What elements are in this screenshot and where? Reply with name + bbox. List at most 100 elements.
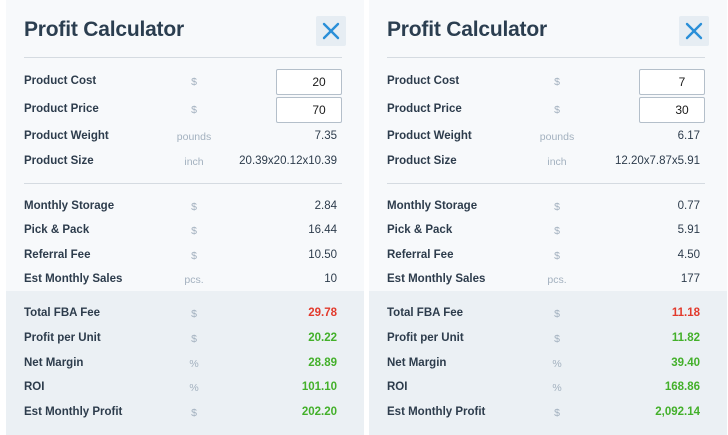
row-value: 2,092.14 <box>655 406 700 418</box>
roi-row: ROI % 101.10 <box>6 376 364 400</box>
row-unit: $ <box>191 225 197 237</box>
monthly-storage-row: Monthly Storage $ 2.84 <box>6 195 364 219</box>
row-unit: $ <box>191 201 197 213</box>
row-unit: $ <box>191 104 197 116</box>
roi-row: ROI % 168.86 <box>369 376 727 400</box>
row-value: 29.78 <box>308 307 337 319</box>
referral-fee-row: Referral Fee $ 10.50 <box>6 244 364 268</box>
row-label: Monthly Storage <box>387 200 478 212</box>
product-price-row: Product Price $ <box>369 97 727 123</box>
profit-per-unit-row: Profit per Unit $ 20.22 <box>6 327 364 351</box>
row-label: Est Monthly Profit <box>387 406 486 418</box>
row-label: Monthly Storage <box>24 200 115 212</box>
row-unit: pcs. <box>184 274 204 286</box>
row-label: Product Price <box>387 103 462 115</box>
row-value: 39.40 <box>671 357 700 369</box>
divider <box>387 57 705 58</box>
row-value: 10.50 <box>308 249 337 261</box>
row-value: 202.20 <box>301 406 337 418</box>
row-unit: $ <box>554 201 560 213</box>
est-monthly-sales-row: Est Monthly Sales pcs. 10 <box>6 268 364 292</box>
close-button[interactable] <box>679 16 709 46</box>
row-value: 12.20x7.87x5.91 <box>614 155 700 167</box>
row-unit: $ <box>191 308 197 320</box>
product-price-input[interactable] <box>639 97 705 123</box>
row-unit: $ <box>554 76 560 88</box>
row-label: Product Price <box>24 103 99 115</box>
panel-title: Profit Calculator <box>387 18 547 41</box>
row-unit: $ <box>554 308 560 320</box>
divider <box>24 183 342 184</box>
row-unit: $ <box>554 225 560 237</box>
row-label: Referral Fee <box>24 249 91 261</box>
row-value: 4.50 <box>677 249 700 261</box>
row-label: Net Margin <box>387 357 447 369</box>
row-label: Est Monthly Sales <box>24 273 123 285</box>
row-value: 7.35 <box>314 130 337 142</box>
net-margin-row: Net Margin % 39.40 <box>369 352 727 376</box>
pick-pack-row: Pick & Pack $ 5.91 <box>369 219 727 243</box>
row-value: 16.44 <box>308 224 337 236</box>
row-unit: $ <box>554 250 560 262</box>
row-value: 20.22 <box>308 332 337 344</box>
product-cost-input[interactable] <box>639 69 705 95</box>
row-value: 11.82 <box>671 332 700 344</box>
product-weight-row: Product Weight pounds 6.17 <box>369 125 727 149</box>
row-label: Pick & Pack <box>24 224 90 236</box>
row-unit: pounds <box>539 131 575 143</box>
est-monthly-profit-row: Est Monthly Profit $ 202.20 <box>6 401 364 425</box>
panel-title: Profit Calculator <box>24 18 184 41</box>
row-label: Est Monthly Sales <box>387 273 486 285</box>
row-label: Net Margin <box>24 357 84 369</box>
row-unit: % <box>552 358 562 370</box>
row-label: Profit per Unit <box>387 332 464 344</box>
row-label: Product Size <box>24 155 94 167</box>
total-fba-fee-row: Total FBA Fee $ 11.18 <box>369 302 727 326</box>
results-section: Total FBA Fee $ 29.78 Profit per Unit $ … <box>6 291 364 435</box>
est-monthly-profit-row: Est Monthly Profit $ 2,092.14 <box>369 401 727 425</box>
divider <box>24 57 342 58</box>
divider <box>387 183 705 184</box>
profit-per-unit-row: Profit per Unit $ 11.82 <box>369 327 727 351</box>
row-unit: % <box>552 382 562 394</box>
row-label: Product Weight <box>387 130 472 142</box>
row-label: ROI <box>24 381 45 393</box>
row-value: 20.39x20.12x10.39 <box>239 155 337 167</box>
row-value: 5.91 <box>677 224 700 236</box>
monthly-storage-row: Monthly Storage $ 0.77 <box>369 195 727 219</box>
row-value: 177 <box>680 273 700 285</box>
row-value: 6.17 <box>677 130 700 142</box>
row-unit: $ <box>191 333 197 345</box>
close-x-icon <box>685 22 703 40</box>
row-label: Profit per Unit <box>24 332 101 344</box>
close-button[interactable] <box>316 16 346 46</box>
row-unit: $ <box>554 407 560 419</box>
row-value: 101.10 <box>301 381 337 393</box>
row-label: ROI <box>387 381 408 393</box>
product-price-input[interactable] <box>276 97 342 123</box>
profit-calculator-panel: Profit Calculator Product Cost $ Product… <box>369 0 727 435</box>
row-value: 28.89 <box>308 357 337 369</box>
product-weight-row: Product Weight pounds 7.35 <box>6 125 364 149</box>
est-monthly-sales-row: Est Monthly Sales pcs. 177 <box>369 268 727 292</box>
row-unit: inch <box>184 156 204 168</box>
product-cost-input[interactable] <box>276 69 342 95</box>
profit-calculator-panel: Profit Calculator Product Cost $ Product… <box>6 0 364 435</box>
row-value: 0.77 <box>677 200 700 212</box>
results-section: Total FBA Fee $ 11.18 Profit per Unit $ … <box>369 291 727 435</box>
product-cost-row: Product Cost $ <box>6 69 364 95</box>
total-fba-fee-row: Total FBA Fee $ 29.78 <box>6 302 364 326</box>
close-x-icon <box>322 22 340 40</box>
net-margin-row: Net Margin % 28.89 <box>6 352 364 376</box>
row-unit: $ <box>554 104 560 116</box>
row-label: Total FBA Fee <box>387 307 464 319</box>
row-unit: % <box>189 382 199 394</box>
referral-fee-row: Referral Fee $ 4.50 <box>369 244 727 268</box>
product-size-row: Product Size inch 20.39x20.12x10.39 <box>6 150 364 174</box>
row-label: Pick & Pack <box>387 224 453 236</box>
row-unit: $ <box>191 76 197 88</box>
row-unit: % <box>189 358 199 370</box>
row-value: 11.18 <box>671 307 700 319</box>
row-value: 10 <box>324 273 337 285</box>
row-unit: $ <box>191 407 197 419</box>
